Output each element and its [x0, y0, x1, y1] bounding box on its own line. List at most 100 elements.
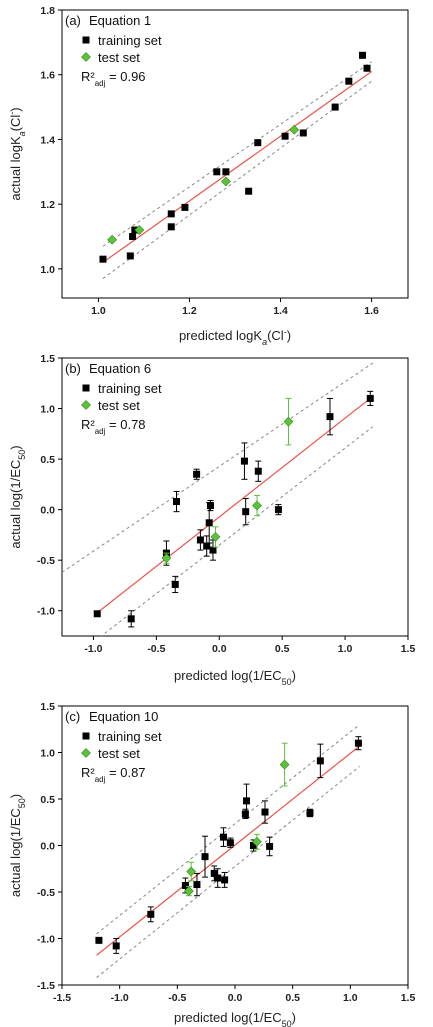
chart-panel: -1.0 -0.5 0.0 0.5 1.0 1.5 -1.0 -0.5 0.0 0.5 1.0 1.5…: [8, 353, 415, 687]
training-point: [326, 413, 334, 421]
test-point: [251, 836, 262, 847]
test-point: [283, 416, 294, 427]
y-tick-label: 1.4: [40, 134, 55, 146]
training-point: [306, 809, 314, 817]
legend-training-label: training set: [98, 729, 162, 744]
training-point: [167, 223, 175, 231]
training-point: [354, 739, 362, 747]
training-point: [345, 77, 353, 85]
legend-test-marker: [81, 52, 91, 62]
training-point: [261, 808, 269, 816]
regression-line: [96, 395, 374, 614]
panel-title: Equation 1: [89, 13, 151, 28]
x-tick-label: 1.5: [401, 643, 416, 655]
training-point: [129, 233, 137, 241]
panel-label: (b): [65, 361, 81, 376]
legend-test-label: test set: [98, 50, 140, 65]
x-axis-label: predicted log(1/EC50): [174, 668, 296, 687]
lower-confidence-line: [100, 426, 374, 636]
training-point: [210, 869, 218, 877]
legend-training-label: training set: [98, 381, 162, 396]
y-tick-label: -1.0: [37, 934, 55, 946]
training-point: [112, 942, 120, 950]
data-area: [95, 724, 362, 978]
y-tick-label: 0.5: [40, 794, 55, 806]
training-point: [266, 842, 274, 850]
data-area: [62, 362, 374, 636]
training-point: [222, 168, 230, 176]
legend-training-marker: [82, 732, 90, 740]
panel-title: Equation 10: [89, 709, 158, 724]
training-point: [245, 187, 253, 195]
training-point: [171, 580, 179, 588]
training-point: [193, 470, 201, 478]
training-point: [221, 876, 229, 884]
x-tick-label: -1.0: [111, 992, 129, 1004]
x-tick-label: 1.2: [182, 305, 197, 317]
y-tick-label: 1.2: [40, 199, 55, 211]
training-point: [209, 546, 217, 554]
legend-test-label: test set: [98, 746, 140, 761]
upper-confidence-line: [96, 724, 360, 935]
training-point: [358, 51, 366, 59]
y-tick-label: 1.0: [40, 264, 55, 276]
legend-training-marker: [82, 36, 90, 44]
y-tick-label: -0.5: [37, 887, 55, 899]
panel-label: (a): [65, 13, 81, 28]
x-tick-label: 1.0: [338, 643, 353, 655]
r-squared-label: R²adj = 0.96: [81, 69, 146, 88]
x-tick-label: 1.4: [273, 305, 288, 317]
x-tick-label: 0.5: [275, 643, 290, 655]
plot-frame: [61, 357, 409, 637]
chart-panel: 1.0 1.2 1.4 1.6 1.0 1.2 1.4 1.6 1.8 predicted log…: [7, 5, 409, 347]
x-tick-label: -0.5: [168, 992, 186, 1004]
legend-test-marker: [81, 748, 91, 758]
test-point: [220, 176, 231, 187]
training-point: [206, 502, 214, 510]
training-point: [196, 536, 204, 544]
y-tick-label: 0.0: [40, 841, 55, 853]
training-point: [254, 467, 262, 475]
training-point: [93, 610, 101, 618]
legend-test-marker: [81, 400, 91, 410]
training-point: [299, 129, 307, 137]
training-point: [203, 542, 211, 550]
y-tick-label: 1.6: [40, 70, 55, 82]
y-tick-label: 1.5: [40, 701, 55, 713]
training-point: [363, 64, 371, 72]
r-squared-label: R²adj = 0.78: [81, 417, 146, 436]
y-tick-label: 1.0: [40, 404, 55, 416]
y-tick-label: 1.0: [40, 748, 55, 760]
x-tick-label: 0.0: [228, 992, 243, 1004]
training-point: [213, 168, 221, 176]
training-point: [226, 839, 234, 847]
x-tick-label: 0.0: [212, 643, 227, 655]
y-tick-label: -0.5: [37, 555, 55, 567]
test-point: [107, 234, 118, 245]
r-squared-label: R²adj = 0.87: [81, 765, 146, 784]
x-tick-label: -1.0: [84, 643, 102, 655]
x-tick-label: 1.5: [401, 992, 416, 1004]
training-point: [181, 203, 189, 211]
training-point: [127, 615, 135, 623]
x-tick-label: 1.0: [91, 305, 106, 317]
upper-confidence-line: [62, 362, 374, 573]
training-point: [316, 757, 324, 765]
legend-training-marker: [82, 384, 90, 392]
y-axis-label: actual logKa(Cl-): [7, 107, 27, 200]
lower-confidence-line: [102, 80, 372, 279]
training-point: [147, 910, 155, 918]
training-point: [126, 252, 134, 260]
y-tick-label: 0.0: [40, 505, 55, 517]
training-point: [249, 842, 257, 849]
y-tick-label: -1.0: [37, 606, 55, 618]
y-tick-label: -1.5: [37, 980, 55, 992]
lower-confidence-line: [96, 766, 360, 978]
training-point: [366, 394, 374, 402]
training-point: [243, 797, 251, 805]
x-tick-label: -1.5: [53, 992, 71, 1004]
training-point: [99, 255, 107, 263]
x-axis-label: predicted logKa(Cl-): [179, 327, 291, 347]
x-axis-label: predicted log(1/EC50): [174, 1010, 296, 1027]
